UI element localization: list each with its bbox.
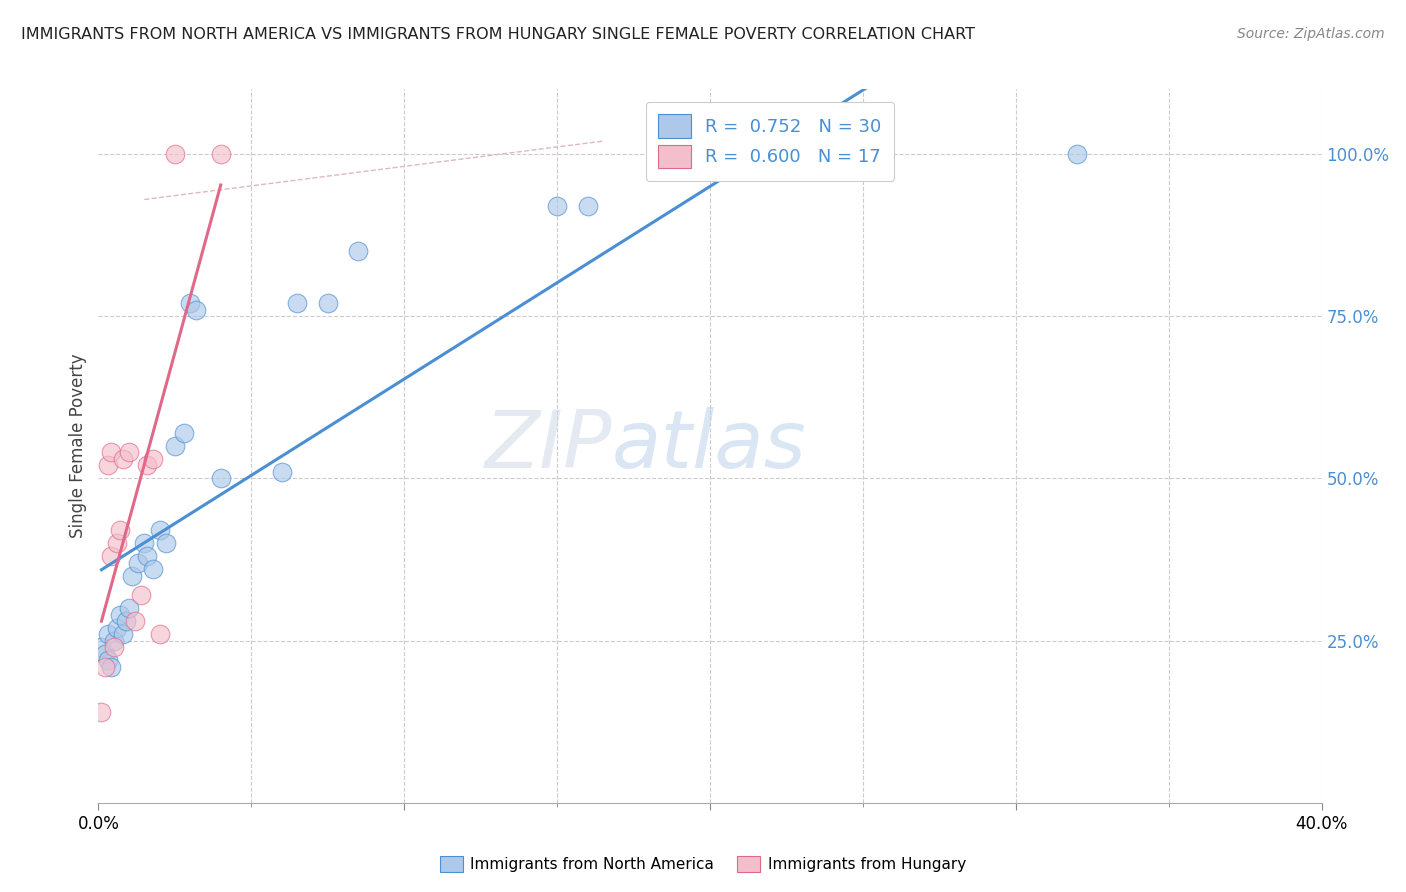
Point: [100, 549, 122, 564]
Point: [546, 199, 568, 213]
Point: [100, 445, 122, 459]
Point: [155, 536, 177, 550]
Point: [105, 536, 128, 550]
Point: [118, 445, 141, 459]
Point: [105, 621, 128, 635]
Point: [149, 524, 172, 538]
Point: [108, 524, 131, 538]
Point: [142, 452, 165, 467]
Point: [111, 452, 134, 467]
Point: [111, 627, 134, 641]
Point: [93, 659, 115, 673]
Point: [134, 536, 156, 550]
Point: [121, 568, 143, 582]
Point: [186, 302, 208, 317]
Point: [209, 471, 232, 485]
Point: [179, 296, 201, 310]
Point: [127, 556, 149, 570]
Point: [124, 614, 146, 628]
Legend: Immigrants from North America, Immigrants from Hungary: Immigrants from North America, Immigrant…: [432, 848, 974, 880]
Y-axis label: Single Female Poverty: Single Female Poverty: [69, 354, 87, 538]
Point: [285, 296, 308, 310]
Point: [173, 425, 195, 440]
Point: [209, 147, 232, 161]
Point: [1066, 147, 1088, 161]
Text: IMMIGRANTS FROM NORTH AMERICA VS IMMIGRANTS FROM HUNGARY SINGLE FEMALE POVERTY C: IMMIGRANTS FROM NORTH AMERICA VS IMMIGRA…: [21, 27, 976, 42]
Point: [576, 199, 599, 213]
Text: ZIP: ZIP: [485, 407, 612, 485]
Text: Source: ZipAtlas.com: Source: ZipAtlas.com: [1237, 27, 1385, 41]
Point: [100, 659, 122, 673]
Point: [90, 705, 112, 719]
Point: [149, 627, 172, 641]
Point: [163, 147, 186, 161]
Point: [136, 458, 159, 473]
Point: [136, 549, 159, 564]
Point: [163, 439, 186, 453]
Point: [97, 458, 120, 473]
Point: [270, 465, 292, 479]
Point: [347, 244, 370, 259]
Point: [97, 653, 120, 667]
Point: [108, 607, 131, 622]
Point: [103, 640, 125, 654]
Point: [97, 627, 120, 641]
Point: [115, 614, 138, 628]
Point: [316, 296, 339, 310]
Point: [90, 640, 112, 654]
Point: [118, 601, 141, 615]
Point: [103, 633, 125, 648]
Text: atlas: atlas: [612, 407, 807, 485]
Legend: R =  0.752   N = 30, R =  0.600   N = 17: R = 0.752 N = 30, R = 0.600 N = 17: [645, 102, 894, 181]
Point: [129, 588, 152, 602]
Point: [142, 562, 165, 576]
Point: [93, 647, 115, 661]
